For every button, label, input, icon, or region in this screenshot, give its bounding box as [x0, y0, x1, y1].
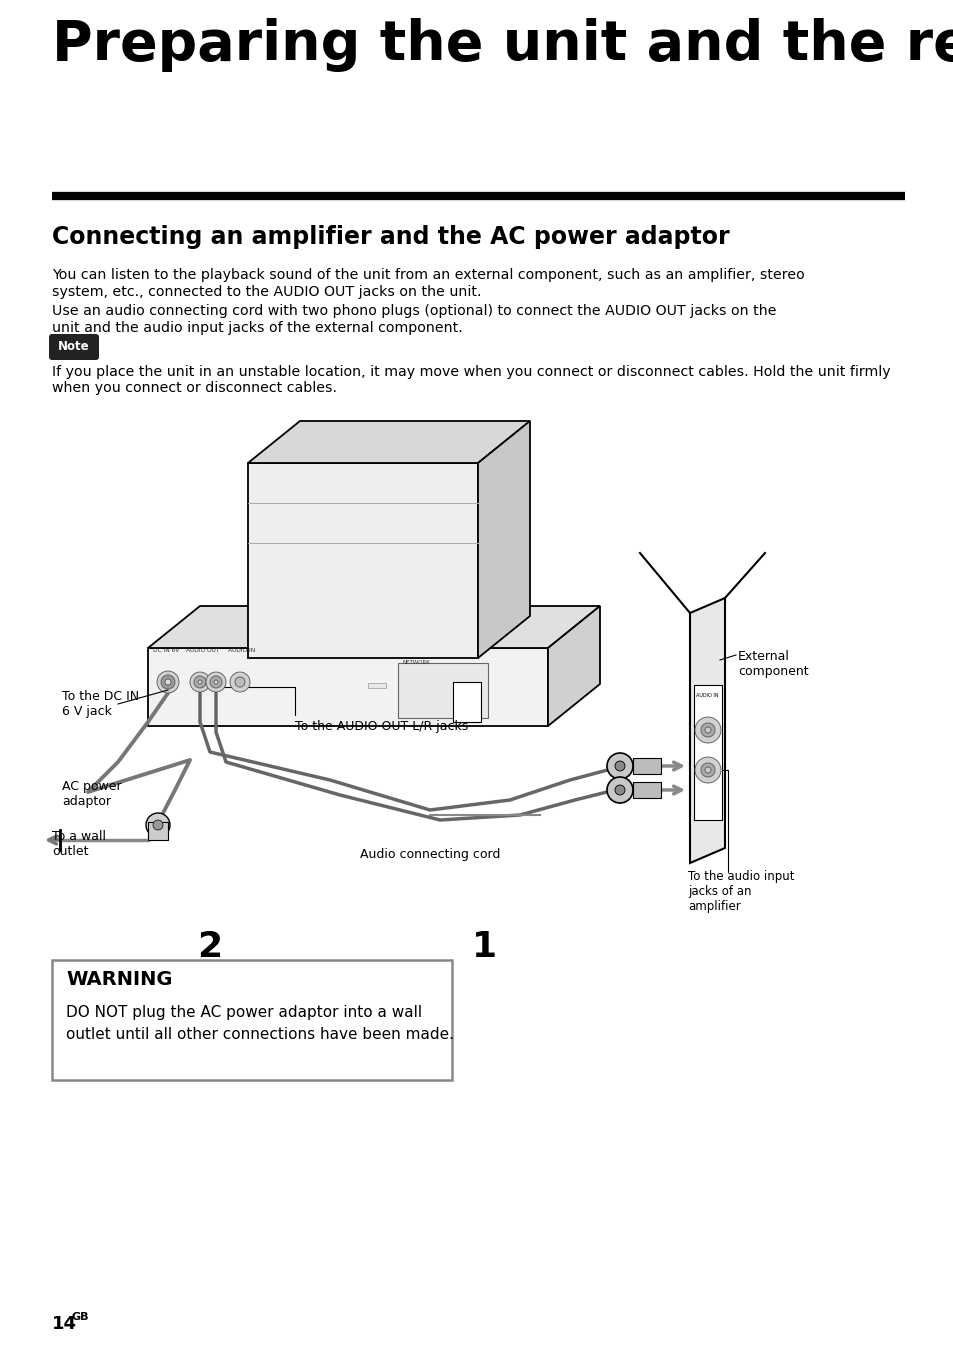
Text: To the DC IN
6 V jack: To the DC IN 6 V jack [62, 690, 139, 718]
Text: AC power
adaptor: AC power adaptor [62, 780, 121, 808]
Text: DO NOT plug the AC power adaptor into a wall: DO NOT plug the AC power adaptor into a … [66, 1005, 421, 1019]
Bar [453, 681, 480, 722]
Polygon shape [547, 606, 599, 726]
Text: Preparing the unit and the remote control: Preparing the unit and the remote contro… [52, 18, 953, 72]
Text: Use an audio connecting cord with two phono plugs (optional) to connect the AUDI: Use an audio connecting cord with two ph… [52, 304, 776, 318]
Circle shape [700, 723, 714, 737]
Text: AUDIO OUT: AUDIO OUT [186, 648, 219, 653]
Text: when you connect or disconnect cables.: when you connect or disconnect cables. [52, 381, 336, 395]
Circle shape [615, 761, 624, 771]
Polygon shape [248, 420, 530, 462]
Bar [633, 781, 660, 798]
Circle shape [165, 679, 171, 685]
Circle shape [157, 671, 179, 694]
FancyBboxPatch shape [49, 334, 99, 360]
Bar [397, 662, 488, 718]
Circle shape [210, 676, 222, 688]
Text: To the AUDIO OUT L/R jacks: To the AUDIO OUT L/R jacks [294, 721, 468, 733]
Text: 14: 14 [52, 1315, 77, 1333]
Text: NETWORK: NETWORK [402, 660, 431, 665]
Polygon shape [689, 598, 724, 863]
Text: WARNING: WARNING [66, 969, 172, 990]
Text: You can listen to the playback sound of the unit from an external component, suc: You can listen to the playback sound of … [52, 268, 804, 283]
Text: Note: Note [58, 341, 90, 353]
Bar [52, 960, 452, 1080]
Bar [148, 648, 547, 726]
Circle shape [695, 757, 720, 783]
Text: Connecting an amplifier and the AC power adaptor: Connecting an amplifier and the AC power… [52, 224, 729, 249]
Text: AUDIO IN: AUDIO IN [696, 694, 718, 698]
Text: GB: GB [71, 1311, 90, 1322]
Circle shape [704, 727, 710, 733]
Polygon shape [148, 606, 599, 648]
Circle shape [700, 763, 714, 777]
Circle shape [615, 786, 624, 795]
Bar [633, 758, 660, 773]
Text: External
component: External component [738, 650, 808, 677]
Text: DC IN 6V: DC IN 6V [152, 648, 179, 653]
Bar [368, 683, 386, 688]
Circle shape [206, 672, 226, 692]
Text: unit and the audio input jacks of the external component.: unit and the audio input jacks of the ex… [52, 320, 462, 335]
Circle shape [234, 677, 245, 687]
Circle shape [213, 680, 218, 684]
Text: outlet until all other connections have been made.: outlet until all other connections have … [66, 1028, 454, 1042]
Bar [148, 822, 168, 840]
Circle shape [704, 767, 710, 773]
Bar [248, 462, 477, 658]
Circle shape [695, 717, 720, 744]
Circle shape [606, 753, 633, 779]
Text: If you place the unit in an unstable location, it may move when you connect or d: If you place the unit in an unstable loc… [52, 365, 890, 379]
Circle shape [146, 813, 170, 837]
Circle shape [161, 675, 174, 690]
Text: 1: 1 [472, 930, 497, 964]
Text: To the audio input
jacks of an
amplifier: To the audio input jacks of an amplifier [687, 869, 794, 913]
Text: 2: 2 [197, 930, 222, 964]
Circle shape [198, 680, 202, 684]
Circle shape [190, 672, 210, 692]
Text: AUDIO IN: AUDIO IN [228, 648, 255, 653]
Circle shape [230, 672, 250, 692]
Circle shape [193, 676, 206, 688]
Circle shape [606, 777, 633, 803]
Bar [693, 685, 721, 821]
Circle shape [152, 821, 163, 830]
Text: system, etc., connected to the AUDIO OUT jacks on the unit.: system, etc., connected to the AUDIO OUT… [52, 285, 481, 299]
Text: Audio connecting cord: Audio connecting cord [359, 848, 500, 861]
Polygon shape [477, 420, 530, 658]
Text: To a wall
outlet: To a wall outlet [52, 830, 106, 859]
